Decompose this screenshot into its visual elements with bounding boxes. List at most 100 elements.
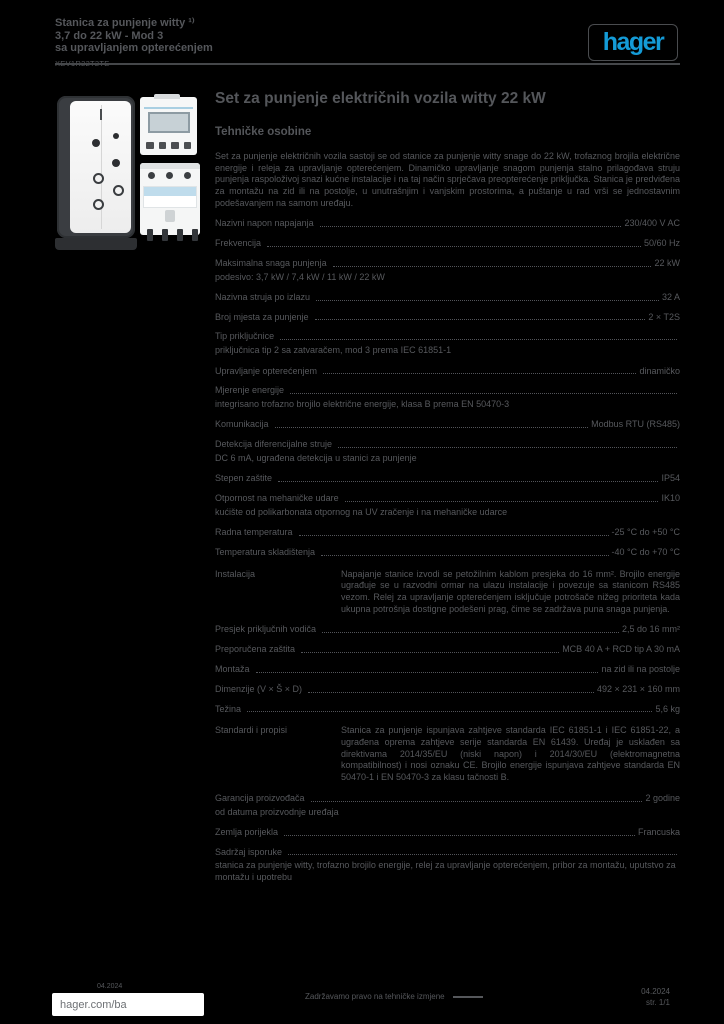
hager-logo: hager [588, 24, 678, 61]
breaker-top-edge [140, 163, 200, 169]
spec-row: Preporučena zaštita MCB 40 A + RCD tip A … [215, 644, 680, 655]
circuit-breaker-image [140, 163, 200, 241]
charger-button [93, 199, 104, 210]
spec-label: Temperatura skladištenja [215, 546, 316, 557]
section-subtitle: Tehničke osobine [215, 125, 312, 138]
spec-value: 5,6 kg [655, 703, 680, 714]
header-divider [55, 63, 680, 65]
breaker-pin [162, 229, 168, 241]
spec-row: Težina 5,6 kg [215, 704, 680, 715]
spec-row: Mjerenje energije [215, 385, 680, 396]
intro-paragraph: Set za punjenje električnih vozila sasto… [215, 150, 680, 208]
leader-dots [290, 393, 677, 395]
charger-button [112, 159, 120, 167]
spec-value: 230/400 V AC [624, 218, 680, 229]
spec-row: Maksimalna snaga punjenja 22 kW [215, 258, 680, 269]
spec-label: Dimenzije (V × Š × D) [215, 683, 303, 694]
charger-front-panel [70, 101, 131, 233]
meter-terminal [146, 142, 154, 149]
spec-paragraph: Instalacija Napajanje stanice izvodi se … [215, 569, 680, 616]
spec-label: Radna temperatura [215, 527, 293, 538]
spec-note: od datuma proizvodnje uređaja [215, 806, 339, 817]
spec-row: Broj mjesta za punjenje 2 × T2S [215, 312, 680, 323]
leader-dots [308, 691, 594, 693]
breaker-screw [166, 172, 173, 179]
leader-dots [319, 226, 622, 228]
breaker-lever [165, 210, 175, 222]
spec-paragraph-text: Stanica za punjenje ispunjava zahtjeve s… [341, 725, 680, 783]
spec-label: Preporučena zaštita [215, 644, 296, 655]
spec-row: Sadržaj isporuke [215, 847, 680, 858]
spec-row: Zemlja porijekla Francuska [215, 827, 680, 838]
spec-row: Tip priključnice [215, 331, 680, 342]
spec-value: 32 A [661, 291, 680, 302]
charger-button [113, 185, 124, 196]
charger-button [93, 173, 104, 184]
leader-dots [284, 834, 635, 836]
spec-row: Nazivna struja po izlazu 32 A [215, 292, 680, 303]
breaker-pin [192, 229, 198, 241]
leader-dots [274, 427, 589, 429]
spec-label: Težina [215, 703, 242, 714]
meter-din-tab [154, 94, 180, 99]
breaker-label-band [143, 186, 197, 208]
charger-button [113, 133, 119, 139]
product-name-line3: sa upravljanjem opterećenjem [55, 42, 213, 55]
spec-table: Nazivni napon napajanja 230/400 V AC Frek… [215, 218, 680, 883]
spec-label: Upravljanje opterećenjem [215, 365, 318, 376]
charger-led-slot [99, 109, 102, 120]
leader-dots [310, 800, 643, 802]
footer-right: 04.2024 str. 1/1 [641, 987, 670, 1009]
footer-date: 04.2024 [97, 983, 123, 990]
spec-row: Otpornost na mehaničke udare IK10 [215, 493, 680, 504]
spec-label: Garancija proizvođača [215, 792, 305, 803]
page-title: Set za punjenje električnih vozila witty… [215, 90, 546, 107]
leader-dots [301, 652, 560, 653]
spec-value: Modbus RTU (RS485) [591, 419, 680, 430]
spec-value: 50/60 Hz [643, 238, 680, 249]
footer-right-line2: str. 1/1 [645, 997, 670, 1007]
spec-row: Montaža na zid ili na postolje [215, 664, 680, 675]
footer-site-link[interactable]: hager.com/ba [60, 998, 127, 1011]
spec-value: MCB 40 A + RCD tip A 30 mA [562, 644, 680, 655]
spec-value: 2,5 do 16 mm² [621, 624, 680, 635]
spec-label: Detekcija diferencijalne struje [215, 439, 333, 450]
leader-dots [267, 245, 641, 247]
breaker-screw [184, 172, 191, 179]
spec-paragraph-text: Napajanje stanice izvodi se petožilnim k… [341, 568, 680, 614]
spec-column: Set za punjenje električnih vozila witty… [215, 90, 680, 883]
spec-paragraph-label: Standardi i propisi [215, 725, 288, 736]
spec-note: podesivo: 3,7 kW / 7,4 kW / 11 kW / 22 k… [215, 271, 385, 282]
product-header: Stanica za punjenje witty ¹⁾ 3,7 do 22 k… [55, 17, 255, 68]
spec-note: stanica za punjenje witty, trofazno broj… [215, 860, 676, 882]
spec-value: 2 × T2S [648, 311, 680, 322]
charger-seam [100, 105, 102, 229]
breaker-blue-stripe [144, 187, 196, 196]
leader-dots [247, 711, 653, 713]
leader-dots [255, 671, 599, 673]
leader-dots [338, 446, 677, 448]
breaker-pin [177, 229, 183, 241]
spec-row: Stepen zaštite IP54 [215, 473, 680, 484]
leader-dots [323, 373, 637, 375]
charger-button [92, 139, 100, 147]
leader-dots [298, 534, 609, 536]
spec-label: Nazivna struja po izlazu [215, 291, 311, 302]
spec-row: Frekvencija 50/60 Hz [215, 238, 680, 249]
spec-value: dinamičko [639, 365, 680, 376]
leader-dots [278, 481, 659, 483]
charger-base [55, 238, 137, 250]
product-name-line1: Stanica za punjenje witty ¹⁾ [55, 17, 195, 29]
breaker-screw [148, 172, 155, 179]
leader-dots [316, 299, 659, 301]
spec-value: 2 godine [645, 792, 680, 803]
spec-row: Presjek priključnih vodiča 2,5 do 16 mm² [215, 624, 680, 635]
spec-paragraph-label: Instalacija [215, 568, 256, 579]
hager-logo-text: hager [602, 28, 665, 56]
footer-right-line1: 04.2024 [641, 987, 670, 996]
leader-dots [280, 339, 677, 341]
leader-dots [344, 500, 659, 502]
spec-row: Komunikacija Modbus RTU (RS485) [215, 419, 680, 430]
spec-label: Maksimalna snaga punjenja [215, 257, 327, 268]
